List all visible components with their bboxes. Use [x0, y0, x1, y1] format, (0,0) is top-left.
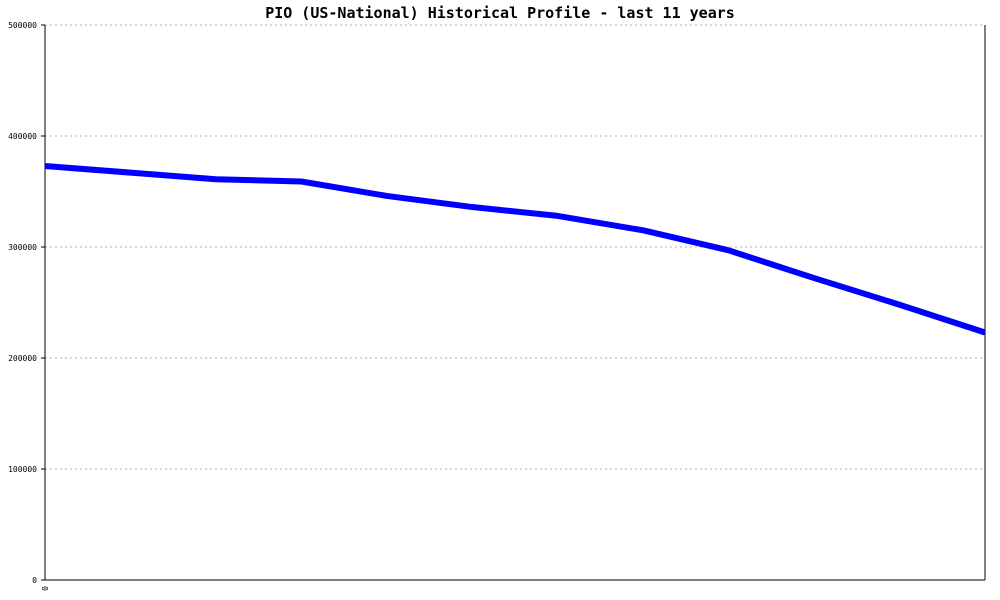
y-tick-label: 100000: [8, 465, 37, 474]
y-tick-label: 500000: [8, 21, 37, 30]
y-tick-label: 300000: [8, 243, 37, 252]
series-line: [44, 162, 986, 336]
y-tick-label: 400000: [8, 132, 37, 141]
chart-title: PIO (US-National) Historical Profile - l…: [265, 4, 735, 22]
y-tick-label: 0: [32, 576, 37, 585]
x-tick-label: 0: [41, 586, 50, 591]
y-tick-label: 200000: [8, 354, 37, 363]
